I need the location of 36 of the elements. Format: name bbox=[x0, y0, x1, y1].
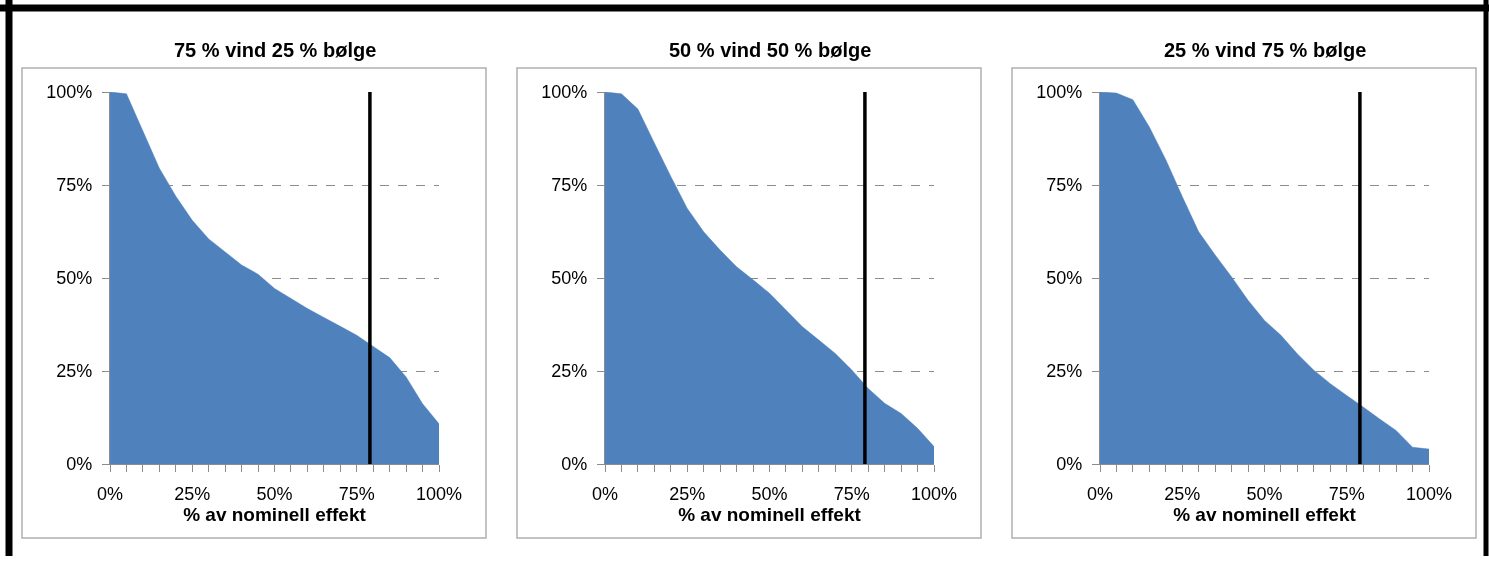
y-tick-label: 0% bbox=[66, 454, 93, 475]
x-tick-label: 100% bbox=[910, 483, 958, 504]
y-tick-label: 25% bbox=[551, 361, 588, 382]
x-tick-label: 0% bbox=[591, 483, 619, 504]
y-tick-label: 75% bbox=[56, 175, 93, 196]
x-tick-label: 50% bbox=[751, 483, 788, 504]
chart-title: 25 % vind 75 % bølge bbox=[1164, 39, 1367, 61]
x-tick-label: 25% bbox=[1164, 483, 1201, 504]
y-tick-label: 75% bbox=[551, 175, 588, 196]
y-tick-label: 50% bbox=[551, 268, 588, 289]
y-tick-label: 75% bbox=[1046, 175, 1083, 196]
y-tick-label: 100% bbox=[1036, 82, 1083, 103]
chart-title: 50 % vind 50 % bølge bbox=[669, 39, 872, 61]
x-tick-label: 0% bbox=[96, 483, 124, 504]
x-tick-label: 0% bbox=[1086, 483, 1114, 504]
x-tick-label: 100% bbox=[415, 483, 463, 504]
y-tick-label: 100% bbox=[541, 82, 588, 103]
y-tick-label: 0% bbox=[1056, 454, 1083, 475]
y-tick-label: 25% bbox=[56, 361, 93, 382]
x-tick-label: 75% bbox=[338, 483, 375, 504]
y-tick-label: 25% bbox=[1046, 361, 1083, 382]
x-tick-label: 50% bbox=[256, 483, 293, 504]
x-tick-label: 25% bbox=[669, 483, 706, 504]
x-axis-title: % av nominell effekt bbox=[678, 503, 862, 525]
x-axis-title: % av nominell effekt bbox=[183, 503, 367, 525]
x-tick-label: 75% bbox=[1328, 483, 1365, 504]
y-tick-label: 50% bbox=[1046, 268, 1083, 289]
y-tick-label: 50% bbox=[56, 268, 93, 289]
x-tick-label: 25% bbox=[174, 483, 211, 504]
x-tick-label: 100% bbox=[1405, 483, 1453, 504]
x-tick-label: 75% bbox=[833, 483, 870, 504]
y-tick-label: 0% bbox=[561, 454, 588, 475]
y-tick-label: 100% bbox=[46, 82, 93, 103]
x-tick-label: 50% bbox=[1246, 483, 1283, 504]
chart-title: 75 % vind 25 % bølge bbox=[174, 39, 377, 61]
x-axis-title: % av nominell effekt bbox=[1173, 503, 1357, 525]
